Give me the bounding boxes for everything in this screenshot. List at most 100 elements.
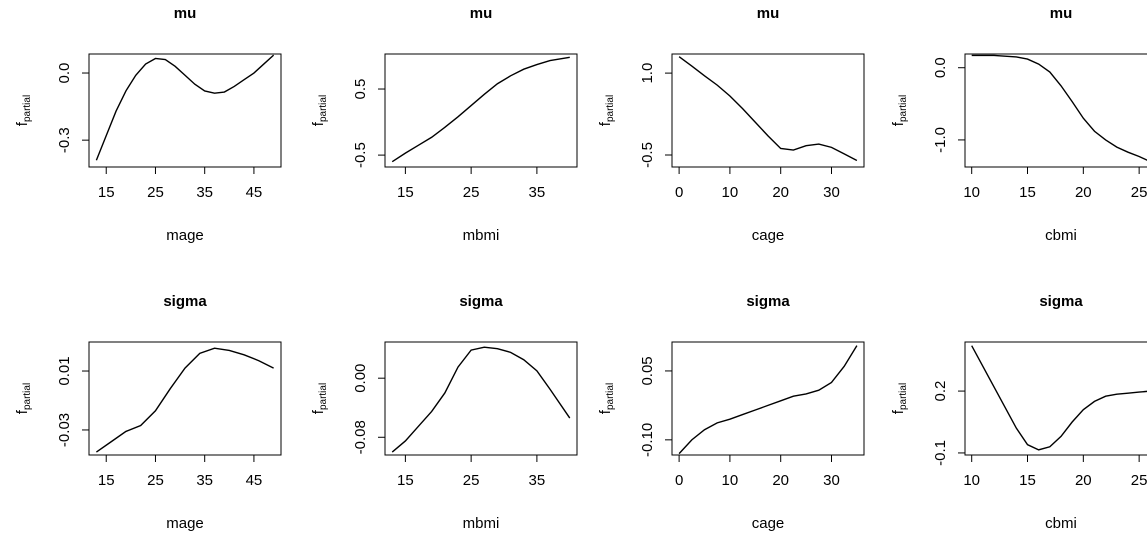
x-axis-label: mbmi bbox=[463, 227, 500, 244]
panel-title: mu bbox=[757, 5, 780, 22]
y-tick-label: -1.0 bbox=[932, 127, 949, 153]
x-tick-label: 30 bbox=[823, 184, 840, 201]
y-axis-label: fpartial bbox=[597, 95, 616, 126]
y-axis-label: fpartial bbox=[14, 95, 33, 126]
y-tick-label: -0.08 bbox=[352, 420, 369, 454]
x-axis-label: mage bbox=[166, 227, 204, 244]
y-tick-label: 0.0 bbox=[56, 63, 73, 84]
x-axis-label: mbmi bbox=[463, 515, 500, 532]
x-tick-label: 35 bbox=[196, 184, 213, 201]
plot-frame bbox=[964, 53, 1147, 168]
plot-frame bbox=[384, 341, 578, 456]
curve bbox=[971, 54, 1147, 161]
y-axis-label-subscript: partial bbox=[22, 95, 33, 122]
y-axis-label-base: f bbox=[14, 409, 31, 414]
y-axis-label-subscript: partial bbox=[22, 383, 33, 410]
x-axis-label: cage bbox=[752, 515, 785, 532]
x-tick-label: 0 bbox=[675, 184, 683, 201]
x-tick-label: 35 bbox=[529, 184, 546, 201]
y-tick-label: 0.0 bbox=[932, 57, 949, 78]
x-axis-label: mage bbox=[166, 515, 204, 532]
y-tick-label: -0.5 bbox=[639, 142, 656, 168]
x-tick-label: 20 bbox=[1075, 472, 1092, 489]
plot-frame bbox=[88, 341, 282, 456]
y-axis-label: fpartial bbox=[597, 383, 616, 414]
x-tick-label: 10 bbox=[722, 472, 739, 489]
panel: sigma mbmi fpartial 15 25 35 -0.08 0.00 bbox=[310, 293, 578, 532]
y-axis-label-base: f bbox=[310, 409, 327, 414]
y-tick-label: 0.00 bbox=[352, 364, 369, 393]
x-tick-label: 15 bbox=[98, 472, 115, 489]
y-axis-label-subscript: partial bbox=[605, 95, 616, 122]
panel: mu mbmi fpartial 15 25 35 -0.5 0.5 bbox=[310, 5, 578, 244]
curve bbox=[95, 347, 274, 453]
y-tick-label: 0.01 bbox=[56, 356, 73, 385]
y-axis-label-subscript: partial bbox=[605, 383, 616, 410]
x-axis-label: cbmi bbox=[1045, 515, 1077, 532]
curve bbox=[971, 345, 1147, 451]
y-tick-label: -0.03 bbox=[56, 413, 73, 447]
x-tick-label: 10 bbox=[722, 184, 739, 201]
panel: sigma cage fpartial 0 10 20 30 -0.10 0.05 bbox=[597, 293, 865, 532]
x-tick-label: 10 bbox=[963, 472, 980, 489]
plot-frame bbox=[964, 341, 1147, 456]
x-tick-label: 15 bbox=[397, 184, 414, 201]
y-axis-label-base: f bbox=[310, 121, 327, 126]
panel-title: mu bbox=[470, 5, 493, 22]
x-tick-label: 25 bbox=[1131, 472, 1147, 489]
x-tick-label: 25 bbox=[147, 472, 164, 489]
y-axis-label-base: f bbox=[14, 121, 31, 126]
y-axis-label: fpartial bbox=[890, 383, 909, 414]
x-tick-label: 45 bbox=[246, 184, 263, 201]
y-axis-label: fpartial bbox=[890, 95, 909, 126]
y-tick-label: -0.1 bbox=[932, 440, 949, 466]
panel-title: mu bbox=[174, 5, 197, 22]
y-tick-label: -0.10 bbox=[639, 423, 656, 457]
x-tick-label: 25 bbox=[1131, 184, 1147, 201]
x-tick-label: 45 bbox=[246, 472, 263, 489]
curve bbox=[678, 56, 858, 162]
panel-title: mu bbox=[1050, 5, 1073, 22]
x-tick-label: 35 bbox=[529, 472, 546, 489]
curve bbox=[678, 345, 858, 455]
panel: mu cbmi fpartial 10 15 20 25 -1.0 0.0 bbox=[890, 5, 1147, 244]
x-tick-label: 30 bbox=[823, 472, 840, 489]
panel: sigma mage fpartial 15 25 35 45 -0.03 0.01 bbox=[14, 293, 282, 532]
y-axis-label-subscript: partial bbox=[898, 383, 909, 410]
y-axis-label-subscript: partial bbox=[318, 383, 329, 410]
y-axis-label-base: f bbox=[597, 409, 614, 414]
y-tick-label: 0.05 bbox=[639, 356, 656, 385]
y-tick-label: -0.5 bbox=[352, 142, 369, 168]
x-tick-label: 20 bbox=[772, 472, 789, 489]
x-tick-label: 25 bbox=[147, 184, 164, 201]
x-tick-label: 20 bbox=[1075, 184, 1092, 201]
panel-title: sigma bbox=[1039, 293, 1083, 310]
plot-frame bbox=[88, 53, 282, 168]
panel: mu mage fpartial 15 25 35 45 0.0 -0.3 bbox=[14, 5, 282, 244]
panel-title: sigma bbox=[163, 293, 207, 310]
y-axis-label-base: f bbox=[597, 121, 614, 126]
x-tick-label: 20 bbox=[772, 184, 789, 201]
x-axis-label: cbmi bbox=[1045, 227, 1077, 244]
y-axis-label: fpartial bbox=[310, 95, 329, 126]
x-axis-label: cage bbox=[752, 227, 785, 244]
panel: sigma cbmi fpartial 10 15 20 25 -0.1 0.2 bbox=[890, 293, 1147, 532]
x-tick-label: 25 bbox=[463, 472, 480, 489]
x-tick-label: 15 bbox=[1019, 184, 1036, 201]
plot-frame bbox=[384, 53, 578, 168]
y-axis-label-base: f bbox=[890, 121, 907, 126]
curve bbox=[391, 56, 570, 163]
x-tick-label: 15 bbox=[98, 184, 115, 201]
x-tick-label: 15 bbox=[1019, 472, 1036, 489]
y-tick-label: -0.3 bbox=[56, 127, 73, 153]
y-axis-label: fpartial bbox=[14, 383, 33, 414]
y-tick-label: 1.0 bbox=[639, 63, 656, 84]
x-tick-label: 0 bbox=[675, 472, 683, 489]
x-tick-label: 10 bbox=[963, 184, 980, 201]
y-axis-label-subscript: partial bbox=[318, 95, 329, 122]
y-axis-label-subscript: partial bbox=[898, 95, 909, 122]
panel: mu cage fpartial 0 10 20 30 -0.5 1.0 bbox=[597, 5, 865, 244]
plot-frame bbox=[671, 53, 865, 168]
y-tick-label: 0.5 bbox=[352, 79, 369, 100]
x-tick-label: 25 bbox=[463, 184, 480, 201]
